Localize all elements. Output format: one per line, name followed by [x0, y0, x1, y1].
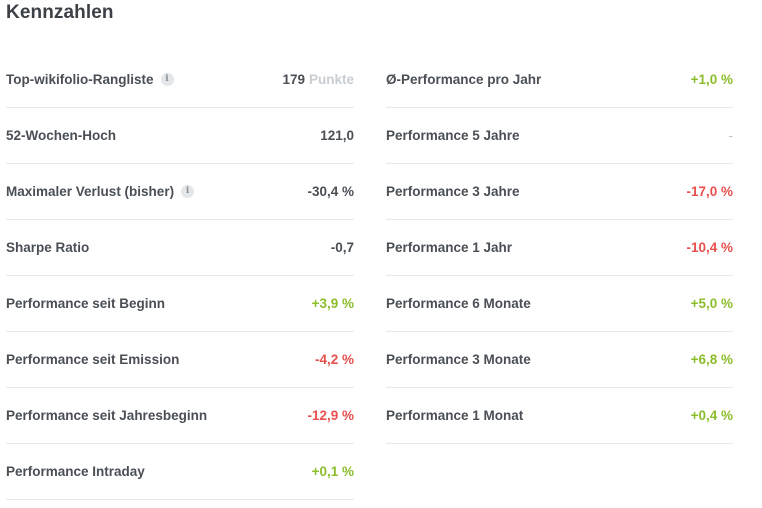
metric-row-performance-5-jahre: Performance 5 Jahre -: [386, 108, 733, 164]
metric-value: +6,8 %: [691, 352, 733, 367]
metric-value: +0,4 %: [691, 408, 733, 423]
metric-value-text: +3,9 %: [311, 296, 354, 311]
metric-row-sharpe-ratio: Sharpe Ratio -0,7: [6, 220, 354, 276]
metric-row-performance-3-monate: Performance 3 Monate +6,8 %: [386, 332, 733, 388]
metric-value: +1,0 %: [691, 72, 733, 87]
info-icon[interactable]: i: [160, 73, 174, 86]
metric-value: 179 Punkte: [282, 72, 354, 87]
metric-value-text: -30,4 %: [307, 184, 354, 199]
metric-label: Performance 1 Jahr: [386, 240, 512, 255]
metric-unit: Punkte: [308, 72, 354, 87]
metric-row-maximaler-verlust-bisher: Maximaler Verlust (bisher) i -30,4 %: [6, 164, 354, 220]
metric-label-text: Performance 3 Monate: [386, 352, 531, 367]
metric-label: Performance seit Beginn: [6, 296, 165, 311]
metric-value-text: +1,0 %: [690, 72, 733, 87]
metric-row-performance-6-monate: Performance 6 Monate +5,0 %: [386, 276, 733, 332]
metric-label-text: Performance 6 Monate: [386, 296, 531, 311]
kennzahlen-right-column: Ø-Performance pro Jahr +1,0 % Performance …: [386, 52, 733, 444]
metric-label-text: Performance 1 Monat: [386, 408, 524, 423]
metric-value-text: 179: [282, 72, 305, 87]
metric-value: +0,1 %: [312, 464, 354, 479]
metric-row-performance-seit-beginn: Performance seit Beginn +3,9 %: [6, 276, 354, 332]
metric-value: +3,9 %: [312, 296, 354, 311]
metric-value-text: +6,8 %: [690, 352, 733, 367]
metric-row-avg-performance-pro-jahr: Ø-Performance pro Jahr +1,0 %: [386, 52, 733, 108]
metric-row-performance-1-monat: Performance 1 Monat +0,4 %: [386, 388, 733, 444]
metric-label: Performance seit Emission: [6, 352, 179, 367]
metric-value-text: +5,0 %: [690, 296, 733, 311]
metric-value-text: -: [728, 128, 734, 143]
metric-row-52-wochen-hoch: 52-Wochen-Hoch 121,0: [6, 108, 354, 164]
metric-label-text: Performance 3 Jahre: [386, 184, 520, 199]
metric-value: 121,0: [320, 128, 354, 143]
metric-label-text: Performance Intraday: [6, 464, 145, 479]
metric-value-text: +0,4 %: [690, 408, 733, 423]
metric-label: Performance 1 Monat: [386, 408, 523, 423]
metric-value-text: -4,2 %: [314, 352, 354, 367]
metric-value-text: -17,0 %: [686, 184, 733, 199]
info-icon[interactable]: i: [181, 185, 195, 198]
metric-row-top-wikifolio-rangliste: Top-wikifolio-Rangliste i 179 Punkte: [6, 52, 354, 108]
metric-label-text: Ø-Performance pro Jahr: [386, 72, 542, 87]
metric-value-text: 121,0: [320, 128, 354, 143]
metric-value: -0,7: [331, 240, 354, 255]
metric-label-text: Performance seit Beginn: [6, 296, 166, 311]
metric-label: Maximaler Verlust (bisher) i: [6, 184, 195, 199]
metric-label-text: Maximaler Verlust (bisher): [6, 184, 175, 199]
metric-label: Performance 6 Monate: [386, 296, 531, 311]
metric-value-text: -0,7: [330, 240, 354, 255]
metric-label-text: Top-wikifolio-Rangliste: [6, 72, 154, 87]
metric-value: -4,2 %: [315, 352, 354, 367]
metric-row-performance-1-jahr: Performance 1 Jahr -10,4 %: [386, 220, 733, 276]
metric-label: Performance 3 Monate: [386, 352, 531, 367]
metric-row-performance-seit-emission: Performance seit Emission -4,2 %: [6, 332, 354, 388]
metric-value-text: -10,4 %: [686, 240, 733, 255]
metric-label-text: Performance seit Emission: [6, 352, 180, 367]
metric-row-performance-intraday: Performance Intraday +0,1 %: [6, 444, 354, 500]
metric-label: Performance 3 Jahre: [386, 184, 520, 199]
metric-label: Performance Intraday: [6, 464, 145, 479]
metric-label-text: Sharpe Ratio: [6, 240, 90, 255]
metric-row-performance-seit-jahresbeginn: Performance seit Jahresbeginn -12,9 %: [6, 388, 354, 444]
metric-value: +5,0 %: [691, 296, 733, 311]
metric-label-text: Performance 1 Jahr: [386, 240, 513, 255]
metric-label: Ø-Performance pro Jahr: [386, 72, 541, 87]
page-title: Kennzahlen: [6, 2, 114, 23]
metric-value: -: [729, 128, 734, 143]
metric-value-text: -12,9 %: [307, 408, 354, 423]
metric-label: Sharpe Ratio: [6, 240, 89, 255]
metric-row-performance-3-jahre: Performance 3 Jahre -17,0 %: [386, 164, 733, 220]
metric-label: Top-wikifolio-Rangliste i: [6, 72, 174, 87]
metric-label: Performance seit Jahresbeginn: [6, 408, 207, 423]
metric-label: Performance 5 Jahre: [386, 128, 520, 143]
metric-label-text: 52-Wochen-Hoch: [6, 128, 117, 143]
metric-label-text: Performance seit Jahresbeginn: [6, 408, 208, 423]
metric-value: -17,0 %: [686, 184, 733, 199]
metric-value: -30,4 %: [307, 184, 354, 199]
metric-label-text: Performance 5 Jahre: [386, 128, 520, 143]
kennzahlen-left-column: Top-wikifolio-Rangliste i 179 Punkte 52-Woch…: [6, 52, 354, 500]
metric-value: -12,9 %: [307, 408, 354, 423]
metric-value: -10,4 %: [686, 240, 733, 255]
metric-value-text: +0,1 %: [311, 464, 354, 479]
metric-label: 52-Wochen-Hoch: [6, 128, 116, 143]
